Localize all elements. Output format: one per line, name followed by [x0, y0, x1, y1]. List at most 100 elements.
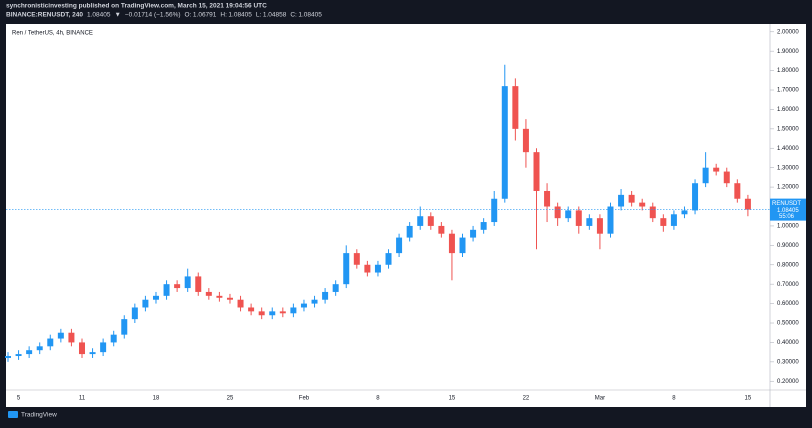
brand: TradingView: [21, 412, 57, 419]
candle-body: [174, 284, 181, 289]
candle-body: [702, 167, 709, 184]
y-tick-label: 1.70000: [777, 88, 799, 94]
quote-part: C:: [290, 12, 297, 19]
x-tick-label: 15: [745, 396, 752, 402]
candle-body: [670, 214, 677, 226]
y-tick-label: 0.80000: [777, 262, 799, 268]
candle-body: [110, 334, 117, 343]
candle-body: [734, 183, 741, 199]
candle-body: [5, 356, 11, 358]
last-price-symbol: RENUSDT: [772, 201, 801, 207]
y-tick-label: 0.60000: [777, 301, 799, 307]
y-tick-label: 0.50000: [777, 321, 799, 327]
candle-body: [512, 86, 519, 129]
candle-body: [692, 183, 699, 211]
last-price-tag: [770, 198, 806, 221]
last-price-countdown: 55:06: [779, 214, 795, 220]
quote-part: L:: [256, 12, 262, 19]
candle-body: [744, 198, 751, 210]
x-tick-label: 8: [672, 396, 676, 402]
candle-body: [26, 350, 33, 355]
candle-body: [628, 194, 635, 203]
y-tick-label: 1.20000: [777, 185, 799, 191]
candle-body: [501, 86, 508, 199]
y-tick-label: 1.60000: [777, 107, 799, 113]
candle-body: [427, 216, 434, 226]
x-tick-label: 5: [17, 396, 21, 402]
candle-body: [322, 291, 329, 300]
chart-panel: [6, 24, 806, 407]
candle-body: [374, 264, 381, 273]
candle-body: [195, 276, 202, 292]
candle-body: [353, 253, 360, 265]
candle-body: [36, 346, 43, 351]
candle-body: [269, 311, 276, 316]
quote-part: O:: [185, 12, 192, 19]
y-tick-label: 2.00000: [777, 29, 799, 35]
candle-body: [491, 198, 498, 223]
candle-body: [152, 295, 159, 300]
candle-body: [639, 202, 646, 207]
candle-body: [459, 237, 466, 254]
x-tick-label: 8: [376, 396, 380, 402]
candle-body: [121, 319, 128, 335]
x-tick-label: Feb: [299, 396, 310, 402]
y-tick-label: 1.00000: [777, 224, 799, 230]
candle-body: [258, 311, 265, 316]
y-tick-label: 1.40000: [777, 146, 799, 152]
quote-part: BINANCE:RENUSDT, 240: [6, 12, 83, 19]
legend: Ren / TetherUS, 4h, BINANCE: [12, 31, 93, 37]
candle-body: [522, 128, 529, 153]
quote-part: 1.06791: [193, 12, 217, 19]
x-tick-label: 11: [79, 396, 86, 402]
candle-body: [438, 225, 445, 234]
candle-body: [15, 354, 22, 357]
candle-body: [89, 352, 96, 355]
candle-body: [205, 291, 212, 296]
candle-body: [184, 276, 191, 289]
x-tick-label: 25: [227, 396, 234, 402]
candle-body: [332, 284, 339, 292]
candle-body: [544, 190, 551, 207]
quote-part: ▼: [114, 12, 120, 19]
x-tick-label: 18: [153, 396, 160, 402]
candle-body: [596, 218, 603, 234]
y-tick-label: 1.50000: [777, 126, 799, 132]
candle-body: [237, 299, 244, 308]
candle-body: [396, 237, 403, 254]
x-tick-label: Mar: [595, 396, 605, 402]
y-tick-label: 0.90000: [777, 243, 799, 249]
candle-body: [290, 307, 297, 314]
quote-part: 1.04858: [263, 12, 287, 19]
candle-body: [100, 342, 107, 353]
candle-body: [554, 206, 561, 219]
quote-part: 1.08405: [298, 12, 322, 19]
quote-part: −0.01714 (−1.56%): [125, 12, 181, 19]
x-tick-label: 15: [449, 396, 456, 402]
quote-part: 1.08405: [87, 12, 111, 19]
y-tick-label: 1.80000: [777, 68, 799, 74]
last-price-label: 1.08405: [777, 208, 799, 214]
candle-body: [607, 206, 614, 234]
candle-body: [68, 332, 75, 343]
y-tick-label: 1.30000: [777, 165, 799, 171]
y-tick-label: 0.40000: [777, 340, 799, 346]
candle-body: [618, 194, 625, 207]
y-tick-label: 0.30000: [777, 359, 799, 365]
candle-body: [649, 206, 656, 219]
candle-body: [216, 295, 223, 298]
candle-body: [364, 264, 371, 273]
candle-body: [343, 253, 350, 285]
candle-body: [406, 225, 413, 238]
candle-body: [311, 299, 318, 304]
candle-body: [681, 210, 688, 215]
author-line: synchronisticinvesting published on Trad…: [6, 3, 267, 10]
y-tick-label: 0.20000: [777, 379, 799, 385]
candle-body: [448, 233, 455, 254]
candle-body: [565, 210, 572, 219]
quote-part: 1.08405: [228, 12, 252, 19]
candle-body: [713, 167, 720, 172]
candle-body: [385, 253, 392, 265]
